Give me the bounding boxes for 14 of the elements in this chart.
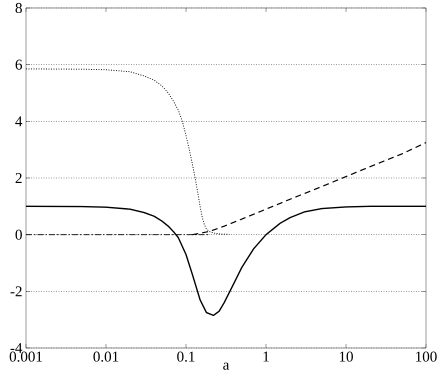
- x-tick-label: 0.001: [10, 352, 42, 362]
- y-tick-label: 0: [16, 230, 22, 240]
- x-axis-title: a: [223, 362, 230, 370]
- y-tick-label: -2: [10, 286, 22, 296]
- y-tick-label: 8: [16, 2, 22, 14]
- y-tick-label: 2: [16, 173, 22, 183]
- y-tick-label: 4: [15, 116, 22, 126]
- y-tick-label: 6: [16, 60, 22, 70]
- x-tick-label: 1: [264, 352, 269, 362]
- x-tick-label: 0.01: [93, 352, 118, 362]
- x-tick-label: 0.1: [177, 352, 194, 362]
- x-tick-label: 10: [340, 352, 353, 362]
- x-tick-label: 100: [416, 352, 437, 362]
- y-tick-label: -4: [10, 343, 22, 353]
